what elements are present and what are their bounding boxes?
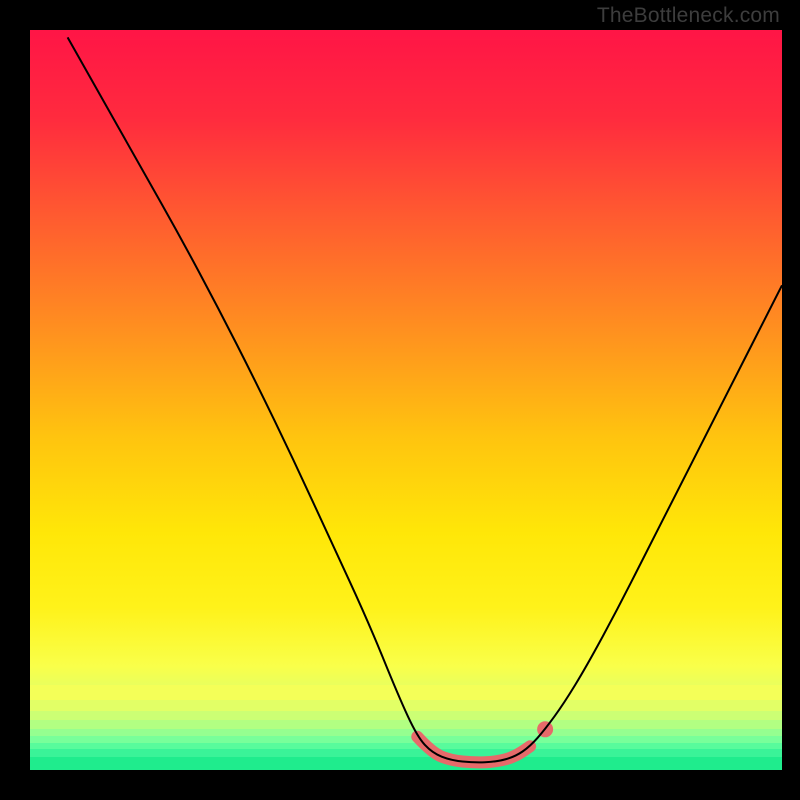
border-left: [0, 0, 30, 800]
border-bottom: [0, 770, 800, 800]
watermark-text: TheBottleneck.com: [597, 4, 780, 28]
curve-overlay: [0, 0, 800, 800]
bottleneck-curve: [68, 37, 782, 762]
highlight-segment: [417, 737, 530, 763]
chart-frame: TheBottleneck.com: [0, 0, 800, 800]
border-right: [782, 0, 800, 800]
